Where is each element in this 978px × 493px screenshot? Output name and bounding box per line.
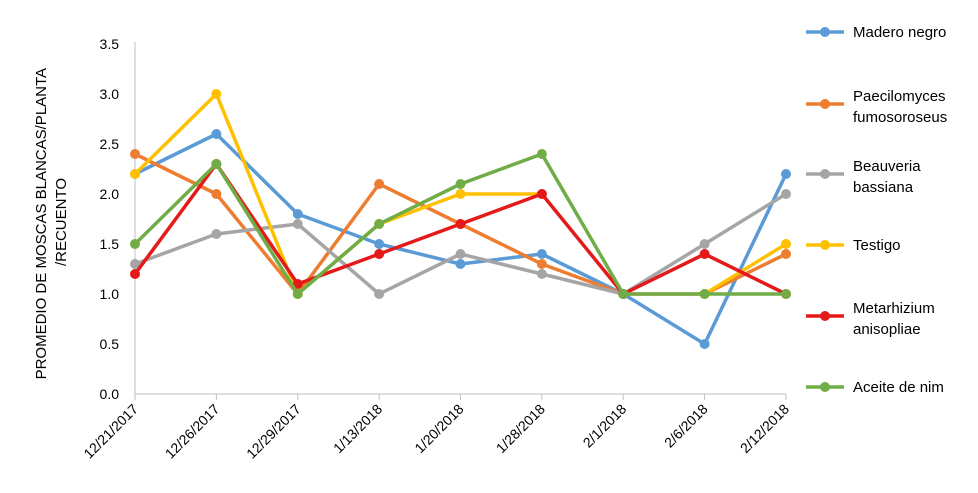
data-point [292,209,303,219]
x-tick-label: 1/13/2018 [330,401,386,457]
data-point [699,239,710,249]
data-point [699,289,710,299]
data-point [536,249,547,259]
data-point [211,189,222,199]
y-axis-label: PROMEDIO DE MOSCAS BLANCAS/PLANTA /RECUE… [33,65,70,380]
legend-marker [820,311,830,321]
data-point [374,239,385,249]
data-point [536,149,547,159]
y-tick-label: 0.0 [100,386,120,402]
data-point [292,219,303,229]
x-tick-label: 1/28/2018 [493,401,549,457]
data-point [536,259,547,269]
data-point [130,239,140,249]
legend-label: Beauveria [853,158,921,175]
data-point [781,169,791,179]
data-point [455,179,466,189]
legend-marker [820,27,830,37]
data-point [211,229,222,239]
legend-label: Aceite de nim [853,379,944,396]
data-point [130,269,140,279]
data-point [130,169,140,179]
data-point [211,159,222,169]
data-point [699,249,710,259]
legend-entry-3: Beauveria bassiana [806,158,921,196]
data-point [455,189,466,199]
data-point [292,289,303,299]
data-point [699,339,710,349]
data-point [211,89,222,99]
legend-entry-1: Madero negro [806,24,946,41]
data-point [618,289,629,299]
y-tick-label: 1.5 [100,236,120,252]
y-tick-label: 1.0 [100,286,120,302]
x-tick-label: 12/29/2017 [243,401,304,462]
y-axis-label-line-1: PROMEDIO DE MOSCAS BLANCAS/PLANTA [33,68,50,379]
legend-marker [820,99,830,109]
x-tick-label: 2/1/2018 [580,401,630,451]
series-line [134,132,788,346]
y-tick-label: 2.5 [100,136,120,152]
data-point [374,219,385,229]
series-line [703,242,787,296]
data-point [130,149,140,159]
series-3 [130,189,791,299]
y-tick-label: 2.0 [100,186,120,202]
axes: 0.0 0.5 1.0 1.5 2.0 2.5 3.0 3.5 12/21/2017 12/26/… [80,36,792,462]
x-tick-label: 2/6/2018 [661,401,711,451]
legend-entry-5: Metarhizium anisopliae [806,300,935,338]
legend-label: Testigo [853,237,901,254]
y-axis-label-line-2: /RECUENTO [53,178,70,266]
data-point [781,239,791,249]
series-6 [130,149,791,299]
x-tick-label: 1/20/2018 [411,401,467,457]
legend-label: bassiana [853,179,914,196]
legend-marker [820,169,830,179]
legend-label: Paecilomyces [853,88,946,105]
y-tick-label: 0.5 [100,336,120,352]
data-point [374,289,385,299]
x-tick-label: 12/26/2017 [162,401,223,462]
legend-entry-4: Testigo [806,237,901,254]
data-point [455,249,466,259]
data-point [536,189,547,199]
legend-label: anisopliae [853,321,921,338]
series-1 [130,129,791,349]
data-point [536,269,547,279]
y-tick-label: 3.0 [100,86,120,102]
legend: Madero negro Paecilomyces fumosoroseus Beau… [806,24,947,396]
series-line [134,192,787,296]
data-point [292,279,303,289]
legend-label: Madero negro [853,24,946,41]
data-point [455,219,466,229]
legend-marker [820,240,830,250]
series-lines [130,89,791,349]
data-point [374,249,385,259]
legend-marker [820,382,830,392]
data-point [455,259,466,269]
data-point [130,259,140,269]
x-tick-label: 2/12/2018 [737,401,793,457]
data-point [211,129,222,139]
data-point [781,249,791,259]
y-tick-label: 3.5 [100,36,120,52]
legend-entry-2: Paecilomyces fumosoroseus [806,88,947,126]
x-tick-label: 12/21/2017 [80,401,141,462]
data-point [781,289,791,299]
legend-entry-6: Aceite de nim [806,379,944,396]
data-point [374,179,385,189]
data-point [781,189,791,199]
legend-label: Metarhizium [853,300,935,317]
legend-label: fumosoroseus [853,109,947,126]
